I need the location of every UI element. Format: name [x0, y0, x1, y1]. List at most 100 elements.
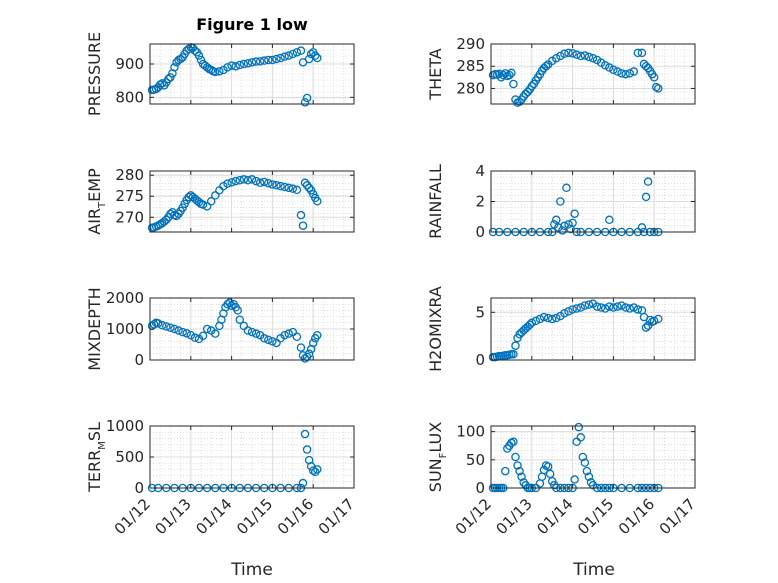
- data-point: [649, 316, 659, 326]
- data-point: [570, 209, 579, 218]
- data-point: [584, 52, 594, 62]
- data-point: [211, 67, 220, 77]
- data-point: [298, 221, 308, 230]
- axes-box: [149, 170, 355, 233]
- data-point: [552, 215, 561, 225]
- data-point: [276, 53, 285, 63]
- x-tick-label: 01/16: [615, 495, 658, 538]
- y-tick-label: 1000: [106, 320, 144, 338]
- y-tick-label: 0: [475, 351, 485, 369]
- y-tick-label: 0: [134, 479, 144, 497]
- data-point: [196, 55, 206, 65]
- data-point: [310, 51, 320, 60]
- data-point: [223, 299, 232, 309]
- y-axis-label: RAINFALL: [426, 164, 445, 239]
- data-point: [645, 315, 655, 325]
- subplot-3: 270 275 280 AIRTEMP: [85, 166, 355, 235]
- data-point: [592, 302, 602, 311]
- data-point: [206, 197, 216, 206]
- data-point: [617, 69, 626, 78]
- data-point: [511, 341, 520, 350]
- data-point: [564, 307, 573, 316]
- data-point: [501, 466, 510, 476]
- data-point: [251, 329, 261, 338]
- data-point: [605, 302, 614, 311]
- axes-box: [490, 425, 696, 489]
- y-axis-label: PRESSURE: [85, 32, 104, 116]
- data-point: [509, 350, 518, 359]
- y-tick-label: 290: [456, 35, 485, 53]
- axes-box: [490, 43, 696, 105]
- data-point: [247, 58, 257, 67]
- data-point: [264, 178, 273, 188]
- data-point: [166, 73, 175, 82]
- data-point: [184, 192, 194, 202]
- data-point: [535, 479, 545, 488]
- data-point: [547, 314, 557, 324]
- data-point: [509, 437, 518, 447]
- y-label-main: SUN: [426, 458, 445, 492]
- data-point: [313, 330, 322, 340]
- data-point: [515, 466, 524, 476]
- data-point: [259, 177, 269, 187]
- data-point: [572, 304, 581, 313]
- data-point: [310, 467, 320, 477]
- data-point: [292, 185, 302, 195]
- data-point: [172, 211, 181, 221]
- data-point: [613, 67, 622, 76]
- subplot-2: 280 285 290 THETA: [426, 35, 696, 107]
- y-tick-label: 5: [475, 303, 485, 321]
- data-point: [552, 53, 561, 63]
- data-point: [564, 48, 573, 58]
- data-point: [570, 475, 579, 484]
- y-tick-label: 2: [475, 193, 485, 211]
- x-tick-label: 01/13: [152, 495, 195, 538]
- data-point: [235, 60, 245, 70]
- data-point: [625, 304, 634, 313]
- data-point: [296, 343, 306, 352]
- data-point: [162, 215, 171, 225]
- subplot-6: 0 5 H2OMIXRA: [426, 286, 696, 372]
- subplot-grid: 800 900 PRESSURE 280 285 290 THETA 270 275 280 AIR…: [85, 32, 699, 538]
- data-point: [235, 315, 245, 324]
- x-tick-label: 01/12: [452, 495, 495, 538]
- y-tick-label: 275: [115, 187, 144, 205]
- data-point: [613, 302, 622, 311]
- data-point: [288, 184, 298, 193]
- data-point: [284, 51, 293, 60]
- data-point: [605, 63, 614, 72]
- y-axis-label: THETA: [426, 48, 445, 100]
- data-point: [170, 63, 179, 72]
- x-axis-label-left: Time: [230, 560, 273, 580]
- y-tick-label: 0: [134, 351, 144, 369]
- data-point: [498, 70, 508, 80]
- y-tick-label: 285: [456, 57, 485, 75]
- data-point: [527, 81, 537, 91]
- data-point: [572, 437, 581, 447]
- data-point: [641, 323, 651, 332]
- data-point: [545, 469, 555, 479]
- data-point: [178, 327, 187, 337]
- x-tick-label: 01/15: [233, 495, 276, 538]
- data-point: [629, 67, 639, 76]
- x-tick-label: 01/15: [574, 495, 617, 538]
- data-point: [194, 51, 204, 60]
- data-point: [302, 93, 312, 103]
- data-point: [556, 197, 565, 206]
- data-point: [568, 305, 577, 314]
- y-tick-label: 270: [115, 208, 144, 226]
- data-point: [641, 61, 651, 71]
- data-point: [509, 79, 518, 89]
- figure-title: Figure 1 low: [196, 15, 308, 34]
- y-label-subscript: F: [438, 452, 449, 458]
- data-point: [272, 54, 281, 64]
- y-label-main: AIR: [85, 208, 104, 235]
- x-tick-label: 01/16: [274, 495, 317, 538]
- data-point: [182, 329, 191, 338]
- y-tick-label: 900: [115, 55, 144, 73]
- data-point: [202, 324, 212, 334]
- data-point: [296, 210, 306, 220]
- data-point: [308, 338, 318, 348]
- data-point: [251, 57, 261, 66]
